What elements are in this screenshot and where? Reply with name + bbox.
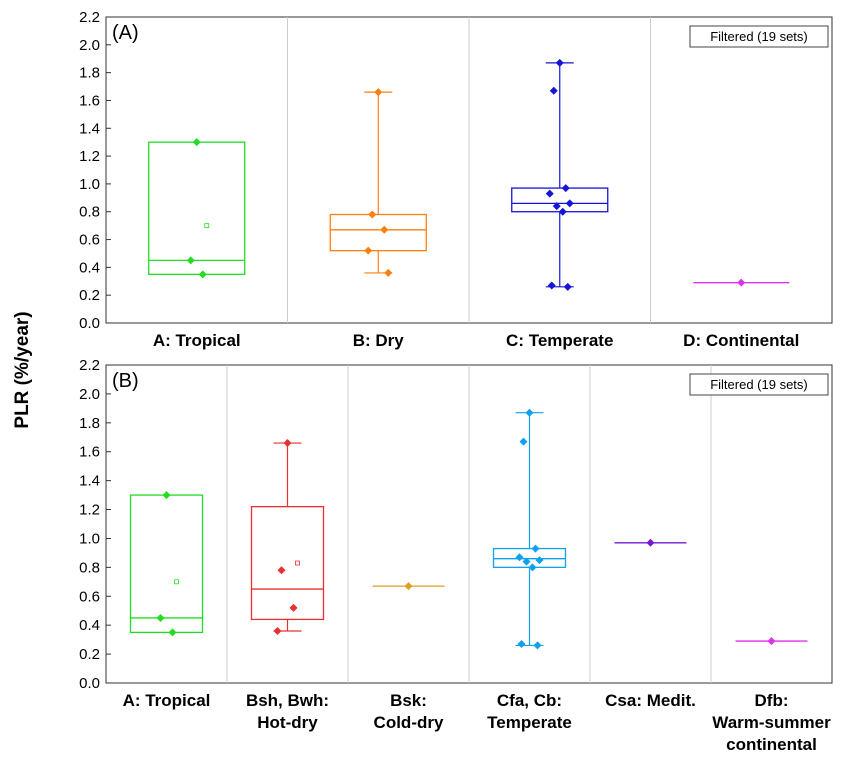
panel-a-data-point	[549, 86, 558, 95]
panel-a-data-point	[368, 210, 377, 219]
panel-b-ytick-label: 0.0	[79, 675, 100, 692]
panel-b-filter-badge	[689, 373, 829, 396]
panel-a-data-point	[552, 202, 561, 211]
panel-b-data-point	[515, 553, 524, 562]
panel-a-data-point	[364, 246, 373, 255]
panel-a-ytick-label: 1.0	[79, 176, 100, 193]
panel-b-category-label: Dfb:	[755, 691, 789, 710]
panel-b-category-label: Temperate	[487, 713, 572, 732]
panel-b-ytick-label: 2.2	[79, 357, 100, 374]
panel-b-data-point	[528, 563, 537, 572]
panel-b-data-point	[531, 544, 540, 553]
panel-b-ytick-label: 1.4	[79, 473, 100, 490]
panel-a-ytick-label: 1.4	[79, 120, 100, 137]
panel-b-category-label: Cfa, Cb:	[497, 691, 562, 710]
panel-a-ytick-label: 1.2	[79, 148, 100, 165]
panel-b-ytick-label: 1.8	[79, 415, 100, 432]
panel-b-category-label: Bsh, Bwh:	[246, 691, 329, 710]
panel-b-ytick-label: 0.4	[79, 617, 100, 634]
panel-b-data-point	[517, 639, 526, 648]
panel-a-data-point	[558, 207, 567, 216]
panel-b-data-point	[162, 491, 171, 500]
panel-a-ytick-label: 0.6	[79, 232, 100, 249]
panel-b-filter-badge-text: Filtered (19 sets)	[710, 377, 808, 392]
panel-b-category-label: Bsk:	[390, 691, 427, 710]
panel-b-box	[250, 506, 325, 621]
panel-a-filter-badge	[689, 25, 829, 48]
panel-a-data-point	[737, 278, 746, 287]
panel-a-ytick-label: 2.2	[79, 9, 100, 26]
panel-b-data-point	[156, 613, 165, 622]
panel-b-category-label: A: Tropical	[123, 691, 211, 710]
panel-b-box	[129, 494, 204, 634]
y-axis-label: PLR (%/year)	[12, 311, 33, 428]
panel-b-data-point	[522, 557, 531, 566]
panel-a-data-point	[192, 138, 201, 147]
panel-b-data-point	[533, 641, 542, 650]
panel-a-box	[329, 213, 427, 252]
panel-a-data-point	[374, 88, 383, 97]
panel-b-data-point	[289, 603, 298, 612]
panel-a-data-point	[547, 281, 556, 290]
panel-b-category-label: Csa: Medit.	[605, 691, 696, 710]
panel-b-box	[492, 547, 567, 569]
panel-a-data-point	[563, 282, 572, 291]
panel-a-ytick-label: 0.8	[79, 204, 100, 221]
panel-a-ytick-label: 0.2	[79, 287, 100, 304]
panel-b-data-point	[767, 637, 776, 646]
panel-b-category-label: continental	[726, 735, 817, 754]
panel-b-data-point	[404, 582, 413, 591]
panel-a-data-point	[565, 199, 574, 208]
panel-a-box	[511, 187, 609, 213]
panel-a-category-label: A: Tropical	[153, 331, 241, 350]
panel-b-category-label: Cold-dry	[374, 713, 444, 732]
panel-b-data-point	[283, 439, 292, 448]
panel-b-ytick-label: 2.0	[79, 386, 100, 403]
panel-b-ytick-label: 0.2	[79, 646, 100, 663]
panel-a-ytick-label: 0.0	[79, 315, 100, 332]
panel-b-category-label: Warm-summer	[712, 713, 831, 732]
panel-b-mean-marker	[174, 579, 179, 585]
panel-b-data-point	[168, 628, 177, 637]
panel-a-filter-badge-text: Filtered (19 sets)	[710, 29, 808, 44]
panel-a-box	[148, 141, 246, 275]
panel-b-category-label: Hot-dry	[257, 713, 318, 732]
panel-b-data-point	[273, 626, 282, 635]
panel-a-category-label: B: Dry	[353, 331, 405, 350]
panel-a-data-point	[555, 58, 564, 67]
panel-a-data-point	[186, 256, 195, 265]
panel-a-ytick-label: 1.6	[79, 92, 100, 109]
panel-b-ytick-label: 1.6	[79, 444, 100, 461]
panel-a-category-label: D: Continental	[683, 331, 799, 350]
panel-a-ytick-label: 1.8	[79, 65, 100, 82]
panel-a-category-label: C: Temperate	[506, 331, 613, 350]
panel-a-mean-marker	[204, 223, 210, 229]
panel-b-data-point	[277, 566, 286, 575]
panel-b-data-point	[535, 556, 544, 565]
panel-b-mean-marker	[295, 560, 300, 566]
panel-a-data-point	[545, 189, 554, 198]
panel-b-ytick-label: 1.0	[79, 530, 100, 547]
panel-a-ytick-label: 0.4	[79, 259, 100, 276]
panel-a-ytick-label: 2.0	[79, 37, 100, 54]
panel-b-data-point	[525, 408, 534, 417]
panel-b-ytick-label: 0.6	[79, 588, 100, 605]
panel-b-ytick-label: 1.2	[79, 502, 100, 519]
panel-b-data-point	[646, 538, 655, 547]
panel-b-data-point	[519, 437, 528, 446]
panel-b-ytick-label: 0.8	[79, 559, 100, 576]
panel-b-label: (B)	[112, 370, 139, 392]
panel-a-data-point	[198, 270, 207, 279]
panel-a-label: (A)	[112, 22, 139, 44]
panel-a-data-point	[561, 184, 570, 193]
panel-a-data-point	[384, 268, 393, 277]
panel-a-data-point	[380, 225, 389, 234]
